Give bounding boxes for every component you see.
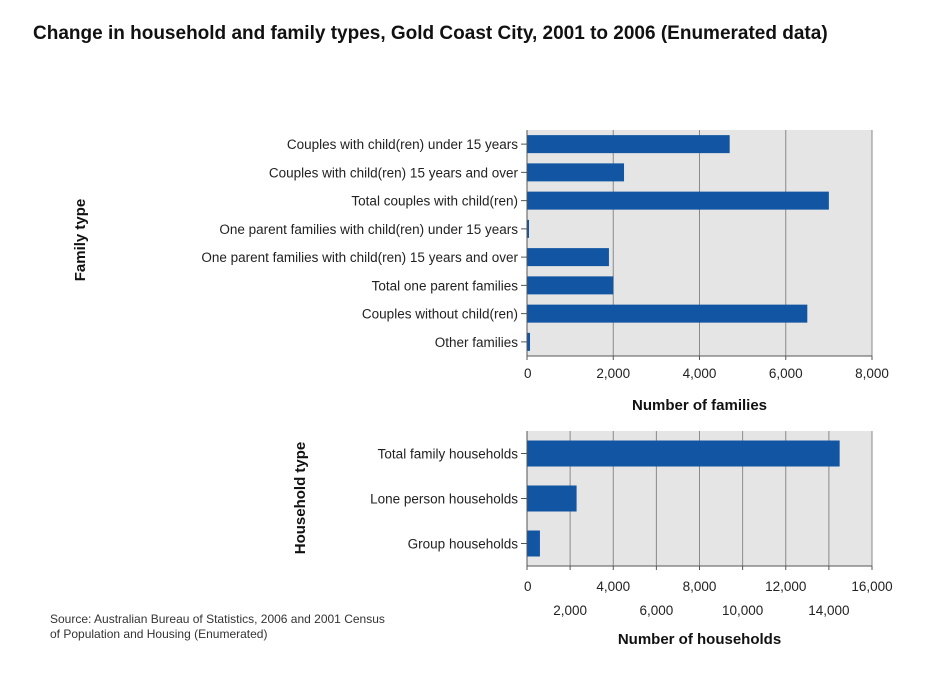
bar [527,248,609,267]
category-label: Couples with child(ren) under 15 years [287,137,518,152]
category-label: Group households [408,537,519,552]
x-tick-label: 0 [524,366,532,381]
bar [527,163,625,182]
x-axis-title: Number of families [632,397,767,414]
bar [527,485,577,512]
bar [527,530,540,557]
category-label: Total one parent families [372,278,519,293]
y-axis-title: Household type [292,442,309,555]
x-tick-label: 10,000 [722,603,763,618]
bar [527,440,840,467]
bar [527,219,529,238]
category-label: Couples without child(ren) [362,307,518,322]
x-tick-label: 4,000 [596,579,630,594]
y-axis-title: Family type [72,199,89,282]
x-tick-label: 16,000 [851,579,892,594]
category-label: Other families [435,335,519,350]
x-tick-label: 4,000 [683,366,717,381]
x-tick-label: 6,000 [769,366,803,381]
source-note: Source: Australian Bureau of Statistics,… [50,612,385,641]
bar [527,304,808,323]
x-tick-label: 14,000 [808,603,849,618]
category-label: Couples with child(ren) 15 years and ove… [269,165,519,180]
bar [527,276,614,295]
category-label: Total family households [378,447,519,462]
x-tick-label: 12,000 [765,579,806,594]
x-tick-label: 2,000 [596,366,630,381]
x-tick-label: 2,000 [553,603,587,618]
bar [527,191,829,210]
bar [527,332,531,351]
category-label: One parent families with child(ren) 15 y… [201,250,518,265]
category-label: Lone person households [370,492,518,507]
x-tick-label: 8,000 [855,366,889,381]
x-axis-title: Number of households [618,631,781,648]
category-label: Total couples with child(ren) [351,194,518,209]
chart-title: Change in household and family types, Go… [33,23,828,44]
x-tick-label: 8,000 [683,579,717,594]
bar [527,135,730,154]
x-tick-label: 0 [524,579,532,594]
x-tick-label: 6,000 [639,603,673,618]
category-label: One parent families with child(ren) unde… [219,222,518,237]
